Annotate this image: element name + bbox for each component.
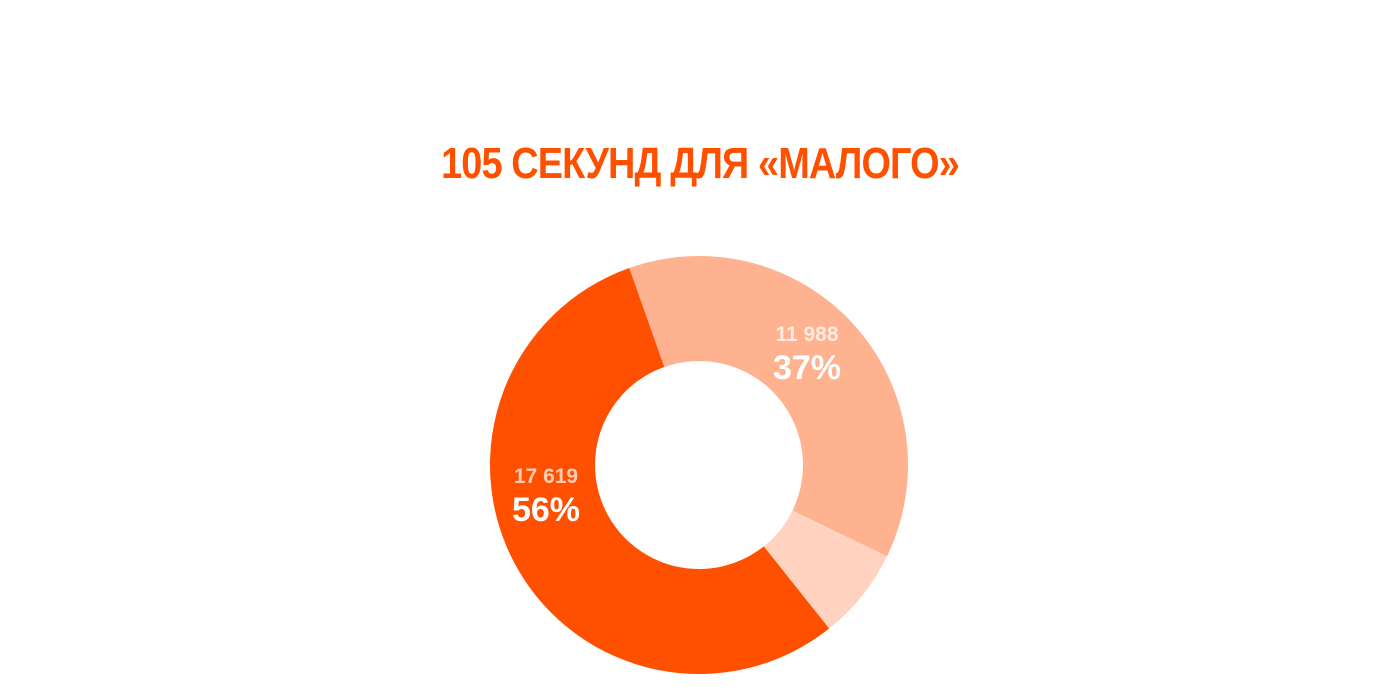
chart-title: 105 СЕКУНД ДЛЯ «МАЛОГО» [441,139,960,188]
donut-slice-2 [489,267,830,674]
donut-labels: 11 988 37% 17 619 56% [512,323,841,529]
slice-percent-label-2: 56% [512,491,580,529]
slice-value-label-2: 17 619 [514,465,578,488]
donut-slices [489,255,908,674]
slice-percent-label-0: 37% [773,349,841,387]
slice-value-label-0: 11 988 [775,323,838,346]
donut-slice-1 [763,510,887,629]
donut-slice-0 [629,255,908,557]
